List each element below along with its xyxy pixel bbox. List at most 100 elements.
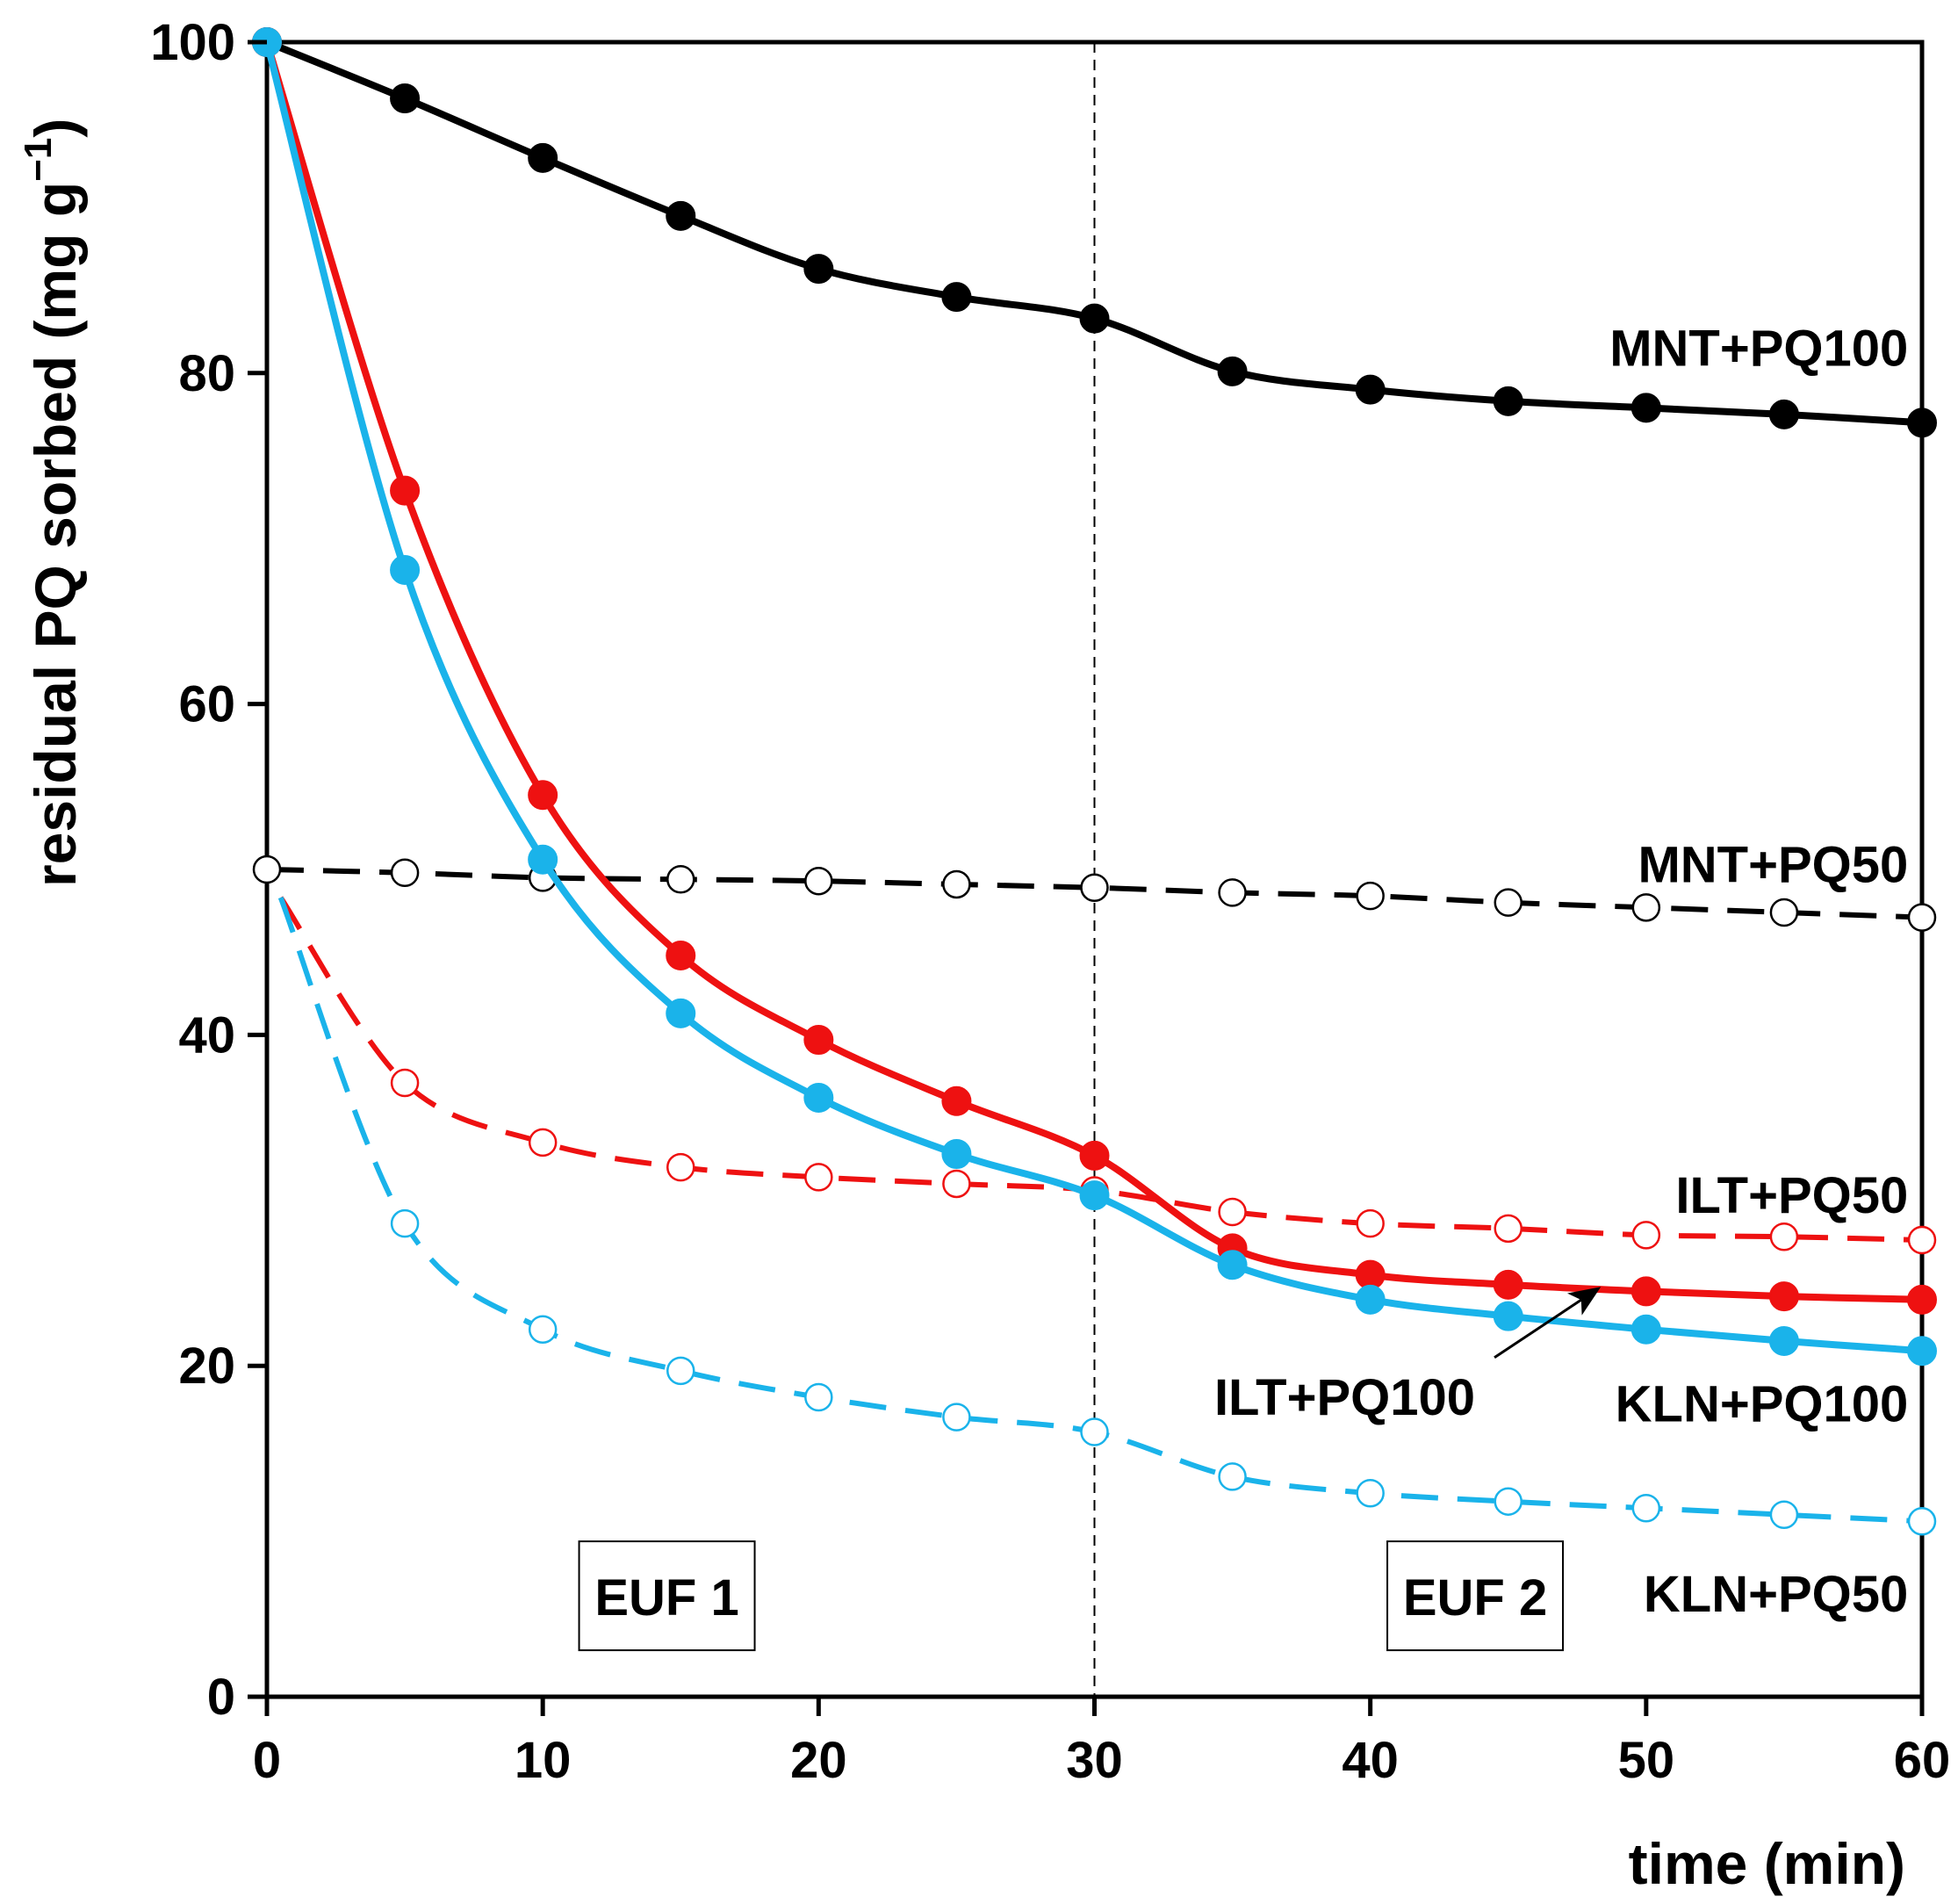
y-tick-label: 40	[178, 1006, 235, 1064]
data-point	[1218, 1462, 1247, 1491]
data-point	[1907, 1507, 1937, 1536]
y-axis-title: residual PQ sorbed (mg g−1)	[17, 119, 88, 887]
series-line	[263, 40, 1923, 1303]
y-tick-label: 60	[178, 676, 235, 733]
data-point	[1079, 1180, 1110, 1211]
data-point	[528, 844, 558, 875]
data-point	[252, 855, 282, 884]
data-point	[528, 1315, 558, 1345]
data-point	[666, 940, 696, 970]
data-point	[1631, 1221, 1661, 1250]
series-layer	[252, 27, 1937, 1536]
x-tick-label: 10	[515, 1732, 572, 1789]
region-labels-layer: EUF 1 EUF 2	[578, 1540, 1565, 1652]
x-tick-label: 20	[790, 1732, 847, 1789]
data-point	[1493, 1301, 1523, 1331]
data-point	[1769, 1222, 1799, 1251]
y-axis-title-sup: −1	[17, 138, 60, 182]
data-point	[1355, 1284, 1386, 1315]
data-point	[1631, 1493, 1661, 1523]
data-point	[1356, 1479, 1385, 1508]
data-point	[804, 1382, 833, 1412]
y-tick-label: 0	[207, 1669, 235, 1726]
data-point	[942, 1169, 971, 1199]
series-label: KLN+PQ50	[1644, 1566, 1908, 1623]
x-axis-title: time (min)	[1629, 1831, 1905, 1896]
data-point	[1630, 393, 1661, 423]
y-axis-title-main: residual PQ sorbed (mg g	[23, 182, 88, 887]
data-point	[1768, 1281, 1799, 1312]
data-point	[1494, 888, 1522, 917]
series-label: ILT+PQ100	[1214, 1369, 1475, 1426]
data-point	[1080, 1417, 1109, 1446]
data-point	[1079, 1140, 1110, 1171]
region-label: EUF 1	[594, 1569, 738, 1626]
data-point	[1493, 1269, 1523, 1300]
data-point	[1493, 386, 1523, 416]
region-box	[1386, 1540, 1565, 1652]
x-tick-label: 30	[1066, 1732, 1123, 1789]
series-label: ILT+PQ50	[1675, 1167, 1908, 1224]
series-mnt-pq100	[252, 27, 1937, 438]
x-tick-label: 50	[1618, 1732, 1675, 1789]
data-point	[1355, 374, 1386, 405]
series-line	[263, 40, 1923, 1355]
data-point	[1217, 356, 1248, 386]
data-point	[1355, 1259, 1386, 1290]
data-point	[1768, 1325, 1799, 1356]
axes-layer: 0 10 20 30 40 50 60 0 20 40 60 80 100	[150, 14, 1950, 1789]
data-point	[1907, 903, 1937, 932]
data-point	[1218, 1197, 1247, 1227]
y-tick-label: 20	[178, 1338, 235, 1395]
data-point	[666, 1356, 695, 1386]
series-ilt-pq100	[252, 27, 1937, 1315]
data-point	[1769, 1500, 1799, 1530]
data-point	[390, 1208, 420, 1238]
data-point	[1356, 1208, 1385, 1238]
data-point	[1356, 881, 1385, 911]
data-point	[390, 1068, 420, 1098]
region-box	[578, 1540, 756, 1652]
data-point	[1907, 1284, 1937, 1315]
data-point	[803, 1082, 834, 1113]
series-labels-layer: MNT+PQ100 MNT+PQ50 ILT+PQ50 ILT+PQ100 KLN+PQ…	[1214, 321, 1908, 1624]
data-point	[803, 254, 834, 285]
data-point	[1907, 407, 1937, 438]
region-label: EUF 2	[1403, 1569, 1547, 1626]
x-tick-label: 0	[253, 1732, 281, 1789]
data-point	[666, 865, 695, 894]
data-point	[528, 780, 558, 811]
data-point	[390, 554, 421, 585]
data-point	[1907, 1225, 1937, 1255]
data-point	[666, 998, 696, 1028]
data-point	[390, 475, 421, 506]
data-point	[528, 1128, 558, 1158]
series-kln-pq50	[277, 896, 1937, 1536]
data-point	[1494, 1487, 1522, 1516]
data-point	[803, 1025, 834, 1056]
y-tick-label: 80	[178, 345, 235, 402]
data-point	[1218, 878, 1247, 907]
annotation-arrow	[1494, 1287, 1602, 1359]
y-axis-title-close: )	[23, 119, 88, 138]
series-label: KLN+PQ100	[1616, 1376, 1909, 1433]
x-tick-label: 40	[1342, 1732, 1399, 1789]
x-tick-label: 60	[1894, 1732, 1951, 1789]
data-point	[1769, 898, 1799, 927]
data-point	[1079, 303, 1110, 334]
data-point	[1080, 873, 1109, 902]
data-point	[666, 1152, 695, 1182]
data-point	[804, 866, 833, 896]
data-point	[942, 869, 971, 899]
data-point	[941, 1085, 972, 1116]
data-point	[941, 1139, 972, 1170]
data-point	[1631, 893, 1661, 922]
data-point	[528, 142, 558, 173]
data-point	[1217, 1250, 1248, 1280]
data-point	[941, 282, 972, 313]
series-label: MNT+PQ50	[1638, 836, 1908, 893]
data-point	[1630, 1276, 1661, 1307]
data-point	[390, 83, 421, 114]
data-point	[942, 1403, 971, 1432]
